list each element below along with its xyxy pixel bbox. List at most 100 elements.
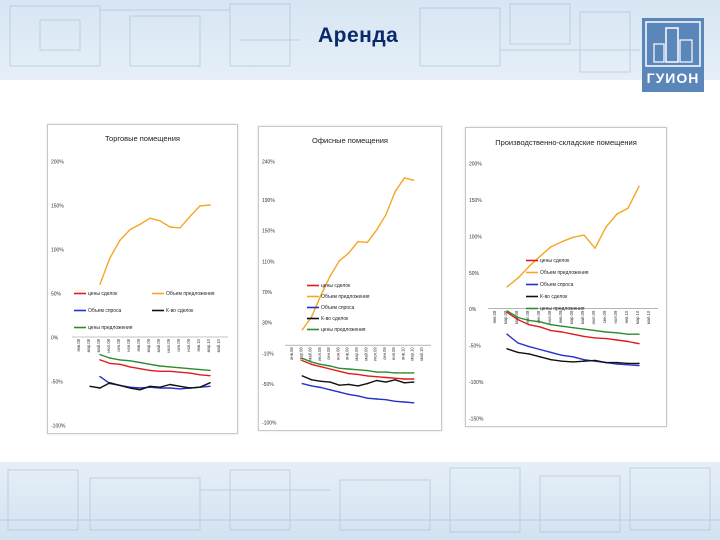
data-point bbox=[561, 354, 563, 357]
data-point bbox=[310, 385, 313, 387]
x-tick-label: янв.10 bbox=[196, 338, 201, 351]
data-point bbox=[583, 335, 585, 338]
data-point bbox=[616, 363, 618, 365]
data-point bbox=[627, 333, 629, 335]
data-point bbox=[320, 380, 322, 383]
x-tick-label: ноя.08 bbox=[547, 310, 552, 323]
footer-band bbox=[0, 462, 720, 540]
y-tick-label: 50% bbox=[469, 271, 480, 277]
data-point bbox=[517, 351, 519, 354]
data-point bbox=[413, 402, 415, 404]
data-point bbox=[329, 365, 331, 367]
data-point bbox=[209, 385, 211, 387]
x-tick-label: янв.10 bbox=[624, 310, 629, 323]
x-tick-label: янв.09 bbox=[136, 338, 141, 351]
data-point bbox=[394, 400, 396, 402]
data-point bbox=[179, 385, 181, 387]
data-point bbox=[149, 363, 151, 365]
x-tick-label: ноя.09 bbox=[391, 347, 396, 360]
data-point bbox=[301, 329, 303, 331]
data-point bbox=[129, 366, 131, 368]
legend-label: цены предложения bbox=[540, 306, 585, 312]
data-point bbox=[199, 374, 201, 376]
x-tick-label: ноя.09 bbox=[186, 338, 191, 351]
data-point bbox=[209, 369, 211, 372]
series-line bbox=[99, 204, 211, 285]
data-point bbox=[506, 333, 508, 335]
legend-label: цены предложения bbox=[321, 327, 366, 333]
data-point bbox=[179, 367, 181, 369]
data-point bbox=[310, 316, 313, 318]
data-point bbox=[506, 348, 508, 350]
data-point bbox=[301, 382, 303, 385]
data-point bbox=[385, 399, 387, 401]
data-point bbox=[517, 316, 519, 319]
data-point bbox=[301, 375, 303, 377]
building-icon bbox=[645, 21, 701, 67]
x-tick-label: мар.08 bbox=[86, 338, 91, 352]
data-point bbox=[179, 388, 181, 390]
y-tick-label: 70% bbox=[262, 290, 273, 296]
data-point bbox=[413, 179, 415, 181]
data-point bbox=[139, 361, 141, 364]
data-point bbox=[366, 369, 368, 372]
data-point bbox=[301, 357, 303, 359]
data-point bbox=[338, 391, 341, 393]
data-point bbox=[357, 373, 359, 376]
data-point bbox=[528, 353, 530, 355]
data-point bbox=[99, 387, 101, 389]
data-point bbox=[159, 386, 161, 388]
data-point bbox=[616, 361, 618, 364]
data-point bbox=[539, 321, 541, 323]
data-point bbox=[638, 362, 640, 365]
chart-title: Производственно-складские помещения bbox=[495, 138, 637, 147]
data-point bbox=[572, 326, 574, 329]
x-tick-label: июл.09 bbox=[591, 310, 596, 324]
y-tick-label: 0% bbox=[469, 307, 477, 313]
data-point bbox=[329, 368, 331, 370]
data-point bbox=[594, 359, 596, 362]
legend-label: цены сделок bbox=[540, 258, 570, 264]
data-point bbox=[394, 379, 396, 381]
data-point bbox=[179, 227, 181, 229]
data-point bbox=[149, 217, 151, 219]
data-point bbox=[528, 265, 530, 268]
data-point bbox=[348, 252, 350, 254]
data-point bbox=[357, 395, 359, 397]
data-point bbox=[616, 339, 618, 341]
data-point bbox=[129, 360, 131, 362]
x-tick-label: июл.08 bbox=[525, 310, 530, 324]
data-point bbox=[199, 205, 201, 207]
header-band bbox=[0, 0, 720, 80]
legend-label: цены предложения bbox=[88, 325, 133, 331]
data-point bbox=[605, 226, 607, 228]
data-point bbox=[366, 382, 368, 385]
data-point bbox=[209, 382, 211, 384]
data-point bbox=[357, 240, 359, 243]
y-tick-label: -10% bbox=[262, 351, 274, 357]
data-point bbox=[539, 326, 541, 328]
x-tick-label: мар.10 bbox=[410, 347, 415, 361]
x-tick-label: янв.09 bbox=[558, 310, 563, 323]
data-point bbox=[550, 329, 552, 332]
data-point bbox=[403, 378, 406, 380]
data-point bbox=[616, 213, 618, 215]
data-point bbox=[109, 357, 111, 359]
data-point bbox=[159, 370, 161, 373]
legend-label: К-во сделок bbox=[166, 308, 194, 314]
guion-logo: ГУИОН bbox=[642, 18, 704, 92]
data-point bbox=[99, 283, 101, 285]
data-point bbox=[209, 375, 211, 377]
data-point bbox=[385, 214, 387, 216]
data-point bbox=[638, 364, 640, 367]
data-point bbox=[149, 385, 151, 387]
data-point bbox=[189, 215, 191, 218]
data-point bbox=[506, 311, 508, 314]
x-tick-label: май.10 bbox=[216, 338, 221, 352]
x-tick-label: сен.09 bbox=[602, 310, 607, 323]
data-point bbox=[375, 371, 378, 373]
data-point bbox=[572, 236, 574, 239]
data-point bbox=[528, 345, 530, 348]
x-tick-label: май.09 bbox=[363, 347, 368, 361]
x-tick-label: ноя.08 bbox=[126, 338, 131, 351]
